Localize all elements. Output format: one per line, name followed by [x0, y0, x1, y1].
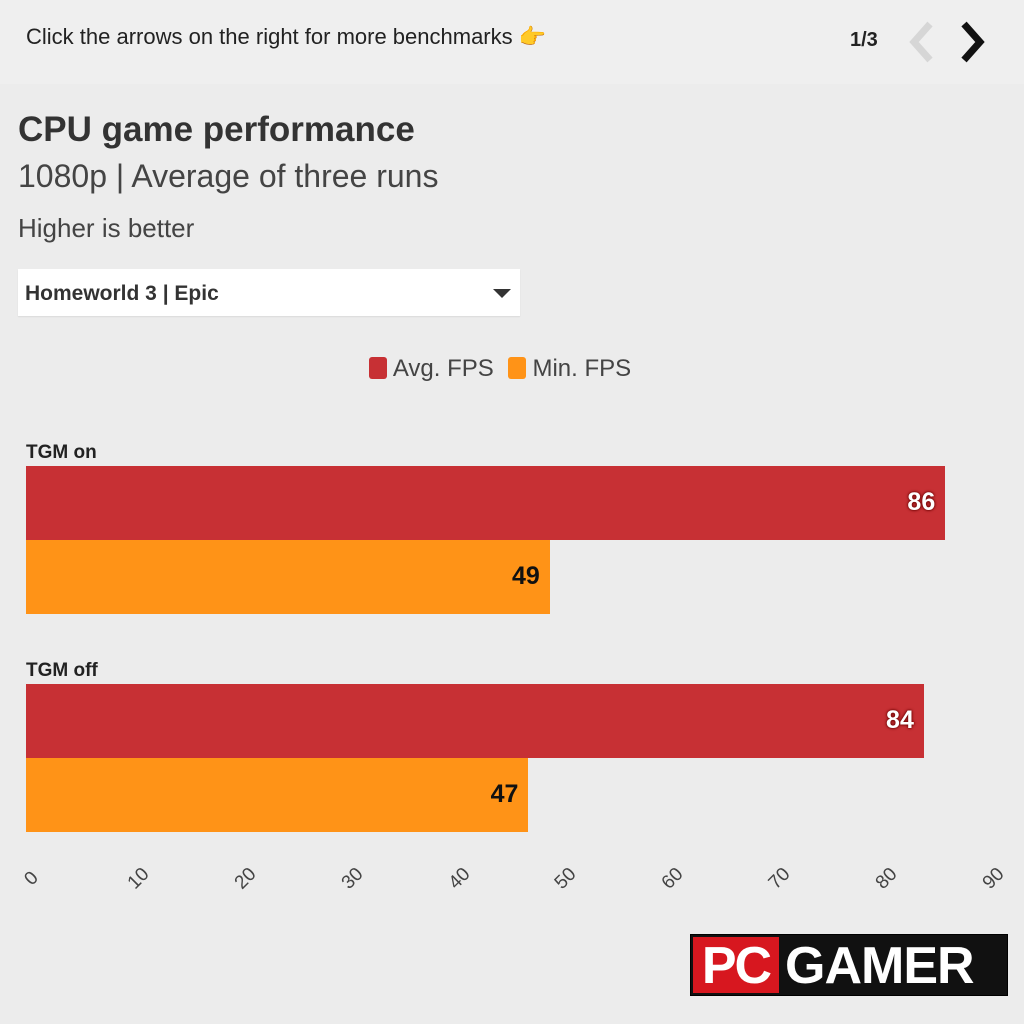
bar-value-label: 86: [907, 488, 936, 516]
bar-value-label: 47: [490, 780, 519, 808]
legend-label-avg: Avg. FPS: [392, 355, 494, 382]
bar-value-label: 49: [511, 562, 540, 590]
logo-pc: PC: [693, 937, 779, 995]
chart-legend: Avg. FPS Min. FPS: [0, 355, 1000, 383]
bar-value-label: 84: [886, 706, 914, 734]
chart-note: Higher is better: [18, 213, 195, 243]
game-select-value: Homeworld 3 | Epic: [25, 282, 219, 305]
legend-label-min: Min. FPS: [532, 355, 632, 382]
pc-gamer-logo: PC GAMER: [690, 934, 1008, 996]
x-tick-label: 90: [978, 863, 1009, 894]
x-tick-label: 50: [551, 863, 581, 894]
x-tick-label: 10: [123, 863, 154, 894]
bar-min-fps[interactable]: [26, 540, 550, 614]
benchmark-hint: Click the arrows on the right for more b…: [26, 24, 547, 49]
page-indicator: 1/3: [850, 29, 878, 51]
x-tick-label: 70: [764, 863, 795, 894]
category-label: TGM off: [26, 660, 98, 681]
legend-swatch-avg: [368, 357, 387, 379]
category-label: TGM on: [26, 442, 97, 463]
x-tick-label: 80: [871, 863, 902, 894]
x-tick-label: 40: [444, 863, 475, 894]
x-tick-label: 60: [658, 863, 688, 894]
chart-subtitle: 1080p | Average of three runs: [18, 158, 439, 194]
chart-title: CPU game performance: [18, 110, 415, 149]
bar-avg-fps[interactable]: [26, 684, 924, 758]
x-tick-label: 0: [20, 867, 43, 890]
previous-arrow-icon[interactable]: [902, 20, 942, 64]
bar-avg-fps[interactable]: [26, 466, 946, 540]
caret-down-icon: [493, 289, 511, 298]
legend-swatch-min: [508, 357, 527, 379]
bar-min-fps[interactable]: [26, 758, 529, 832]
legend-item-avg[interactable]: Avg. FPS: [368, 355, 494, 383]
x-tick-label: 20: [230, 863, 261, 894]
game-select-dropdown[interactable]: Homeworld 3 | Epic: [18, 269, 520, 316]
top-bar: Click the arrows on the right for more b…: [0, 0, 1024, 84]
legend-item-min[interactable]: Min. FPS: [508, 355, 631, 383]
next-arrow-icon[interactable]: [952, 20, 992, 64]
x-tick-label: 30: [337, 863, 368, 894]
logo-gamer: GAMER: [785, 937, 975, 995]
